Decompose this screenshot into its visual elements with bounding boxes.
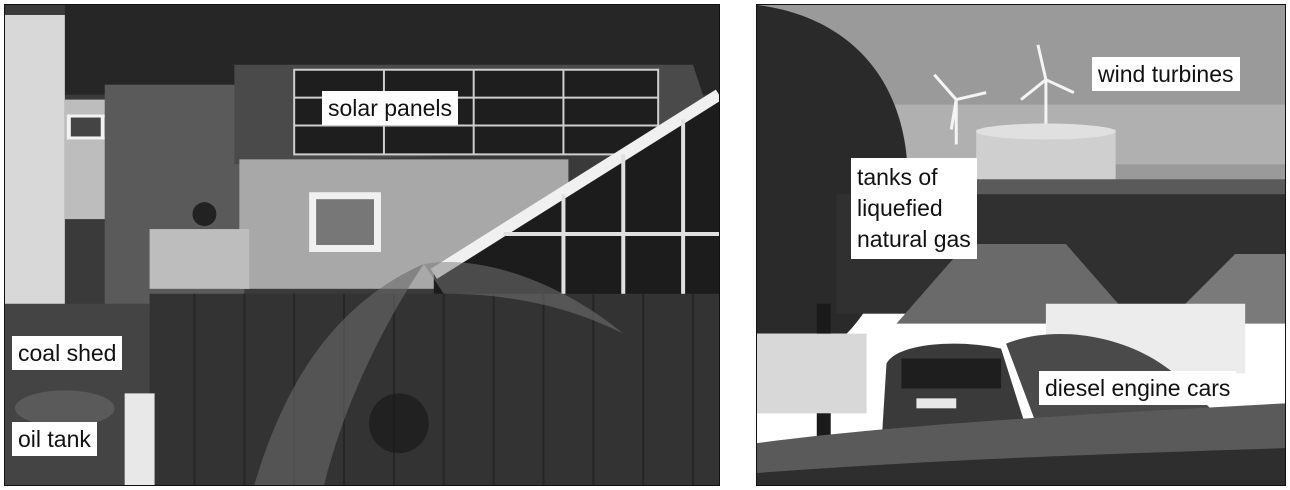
label-gas-tanks-line2: liquefied	[857, 195, 943, 221]
left-photo: solar panels coal shed oil tank	[4, 4, 720, 486]
label-gas-tanks: tanks of liquefied natural gas	[851, 158, 977, 259]
conservatory	[433, 94, 719, 304]
satellite-dish	[192, 202, 217, 227]
label-solar-panels: solar panels	[322, 91, 459, 125]
label-wind-turbines: wind turbines	[1092, 57, 1240, 91]
gate-post	[124, 393, 155, 485]
left-photo-scene	[5, 5, 719, 485]
label-gas-tanks-line1: tanks of	[857, 164, 938, 190]
oil-tank	[14, 390, 115, 427]
road	[757, 448, 1285, 485]
label-diesel-cars: diesel engine cars	[1039, 371, 1237, 405]
white-house	[757, 333, 867, 414]
plant-foreground	[368, 393, 429, 454]
label-coal-shed: coal shed	[12, 336, 123, 370]
wind-turbine-group	[933, 44, 1075, 145]
grass-blur	[254, 263, 424, 485]
sign-wall	[149, 229, 250, 289]
label-gas-tanks-line3: natural gas	[857, 226, 971, 252]
right-photo: wind turbines tanks of liquefied natural…	[756, 4, 1286, 486]
wooden-fence	[149, 293, 719, 485]
label-oil-tank: oil tank	[12, 422, 97, 456]
